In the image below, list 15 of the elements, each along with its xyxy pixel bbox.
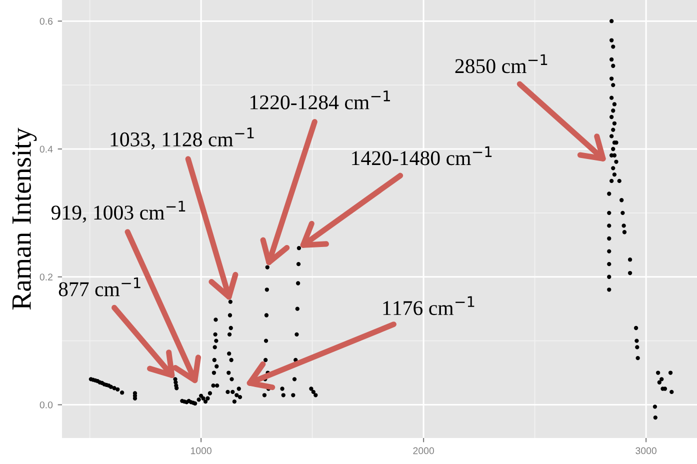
annotation: 1176 cm$^{−1}$ — [383, 296, 474, 316]
y-tick-label: 0.2 — [40, 274, 52, 280]
x-tick-label: 2000 — [413, 447, 434, 454]
annotation: 1033, 1128 cm$^{−1}$ — [110, 128, 254, 150]
annotation: 877 cm$^{−1}$ — [58, 277, 140, 296]
y-tick-label: 0.0 — [40, 401, 53, 408]
annotation: 919, 1003 cm$^{−1}$ — [51, 200, 186, 223]
y-tick-label: 0.4 — [40, 146, 53, 153]
annotation: 1420-1480 cm$^{−1}$ — [352, 146, 492, 166]
y-axis-title: Raman Intensity — [12, 128, 37, 310]
x-tick-label: 1000 — [190, 447, 212, 454]
y-tick-label: 0.6 — [40, 18, 53, 25]
x-tick-label: 3000 — [636, 447, 656, 454]
annotation: 1220-1284 cm$^{−1}$ — [250, 90, 390, 110]
annotation: 2850 cm$^{−1}$ — [455, 54, 548, 74]
